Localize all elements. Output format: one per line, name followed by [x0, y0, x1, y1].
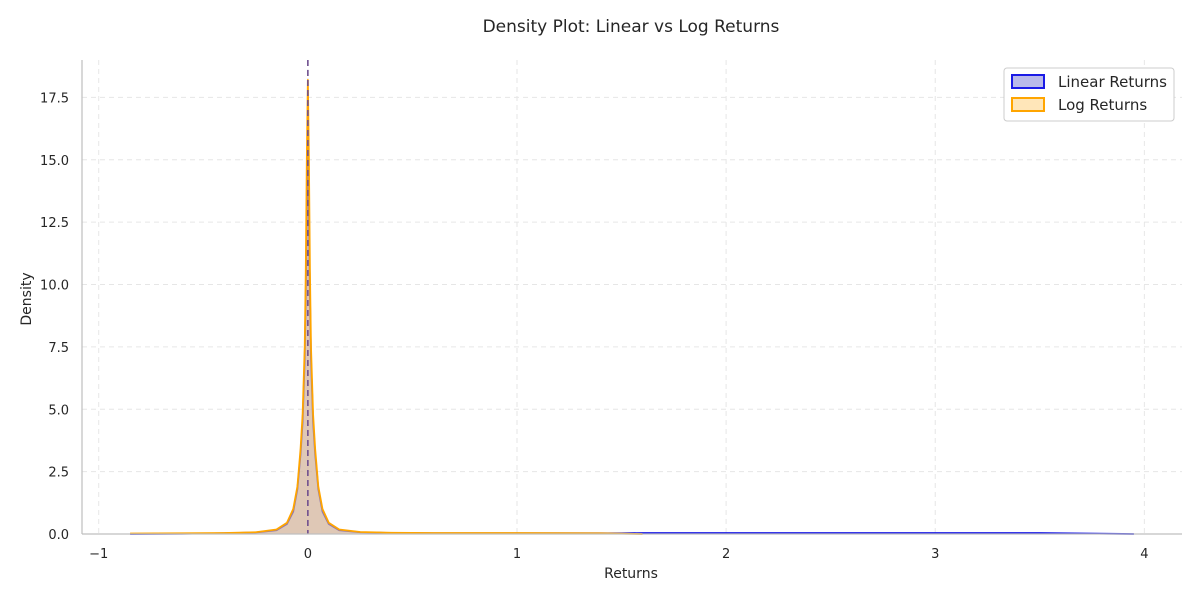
legend-label-log: Log Returns: [1058, 96, 1147, 114]
y-tick-label-1: 2.5: [48, 466, 69, 481]
series-line-0: [130, 146, 1134, 535]
y-tick-label-0: 0.0: [48, 528, 69, 543]
tick-labels: −1 0 1 2 3 4 0.0 2.5 5.0 7.5 10.0 12.5 15.0 17.5: [40, 91, 1148, 562]
y-tick-label-6: 15.0: [40, 154, 69, 169]
x-tick-label-4: 3: [931, 547, 939, 562]
legend: Linear Returns Log Returns: [1003, 67, 1175, 122]
series-line-1: [130, 79, 643, 535]
legend-label-linear: Linear Returns: [1058, 73, 1167, 91]
x-tick-label-2: 1: [513, 547, 521, 562]
legend-swatch-linear: [1011, 74, 1045, 89]
axes: [81, 60, 1182, 535]
series-area-0: [130, 147, 1134, 534]
chart-title: Density Plot: Linear vs Log Returns: [483, 17, 780, 37]
x-tick-label-5: 4: [1140, 547, 1148, 562]
x-tick-label-0: −1: [89, 547, 108, 562]
y-axis-label: Density: [19, 272, 35, 325]
y-tick-label-2: 5.0: [48, 403, 69, 418]
legend-box: [1003, 67, 1175, 122]
x-axis-label: Returns: [604, 566, 658, 582]
grid: [82, 60, 1182, 535]
y-tick-label-4: 10.0: [40, 279, 69, 294]
y-tick-label-7: 17.5: [40, 91, 69, 106]
legend-swatch-log: [1011, 97, 1045, 112]
x-tick-label-3: 2: [722, 547, 730, 562]
y-tick-label-3: 7.5: [48, 341, 69, 356]
series-area-1: [130, 79, 643, 535]
y-tick-label-5: 12.5: [40, 216, 69, 231]
x-tick-label-1: 0: [304, 547, 312, 562]
series-layer: [130, 79, 1134, 535]
